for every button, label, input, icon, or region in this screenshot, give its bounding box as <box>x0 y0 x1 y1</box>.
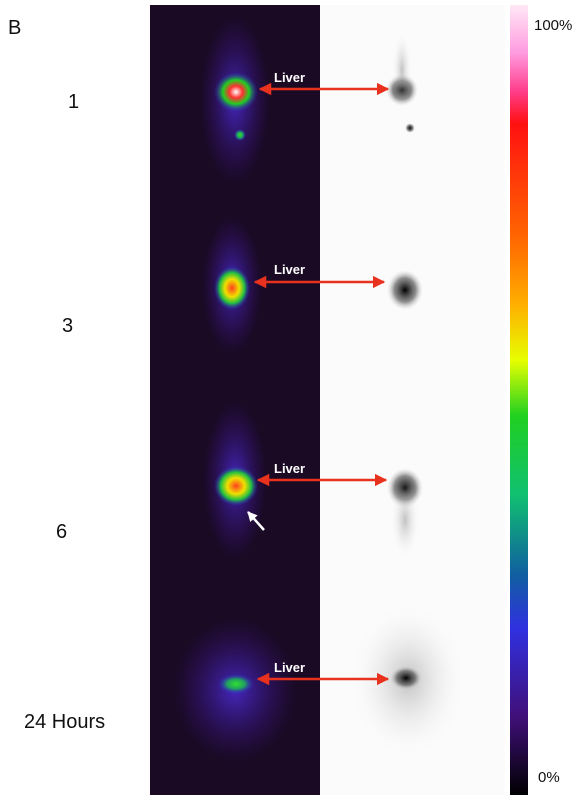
colorbar <box>510 5 528 795</box>
figure: 100% 0% B 1 3 6 24 Hours Liver Liver Liv… <box>0 0 582 799</box>
liver-label: Liver <box>274 262 305 277</box>
liver-label: Liver <box>274 70 305 85</box>
liver-label: Liver <box>274 660 305 675</box>
row-label: 24 Hours <box>24 711 105 733</box>
row-label: 1 <box>68 91 79 113</box>
colorbar-max: 100% <box>534 17 572 34</box>
row-label: 3 <box>62 315 73 337</box>
row-label: 6 <box>56 521 67 543</box>
liver-label: Liver <box>274 461 305 476</box>
panel-label: B <box>8 17 21 39</box>
colorbar-min: 0% <box>538 769 560 786</box>
